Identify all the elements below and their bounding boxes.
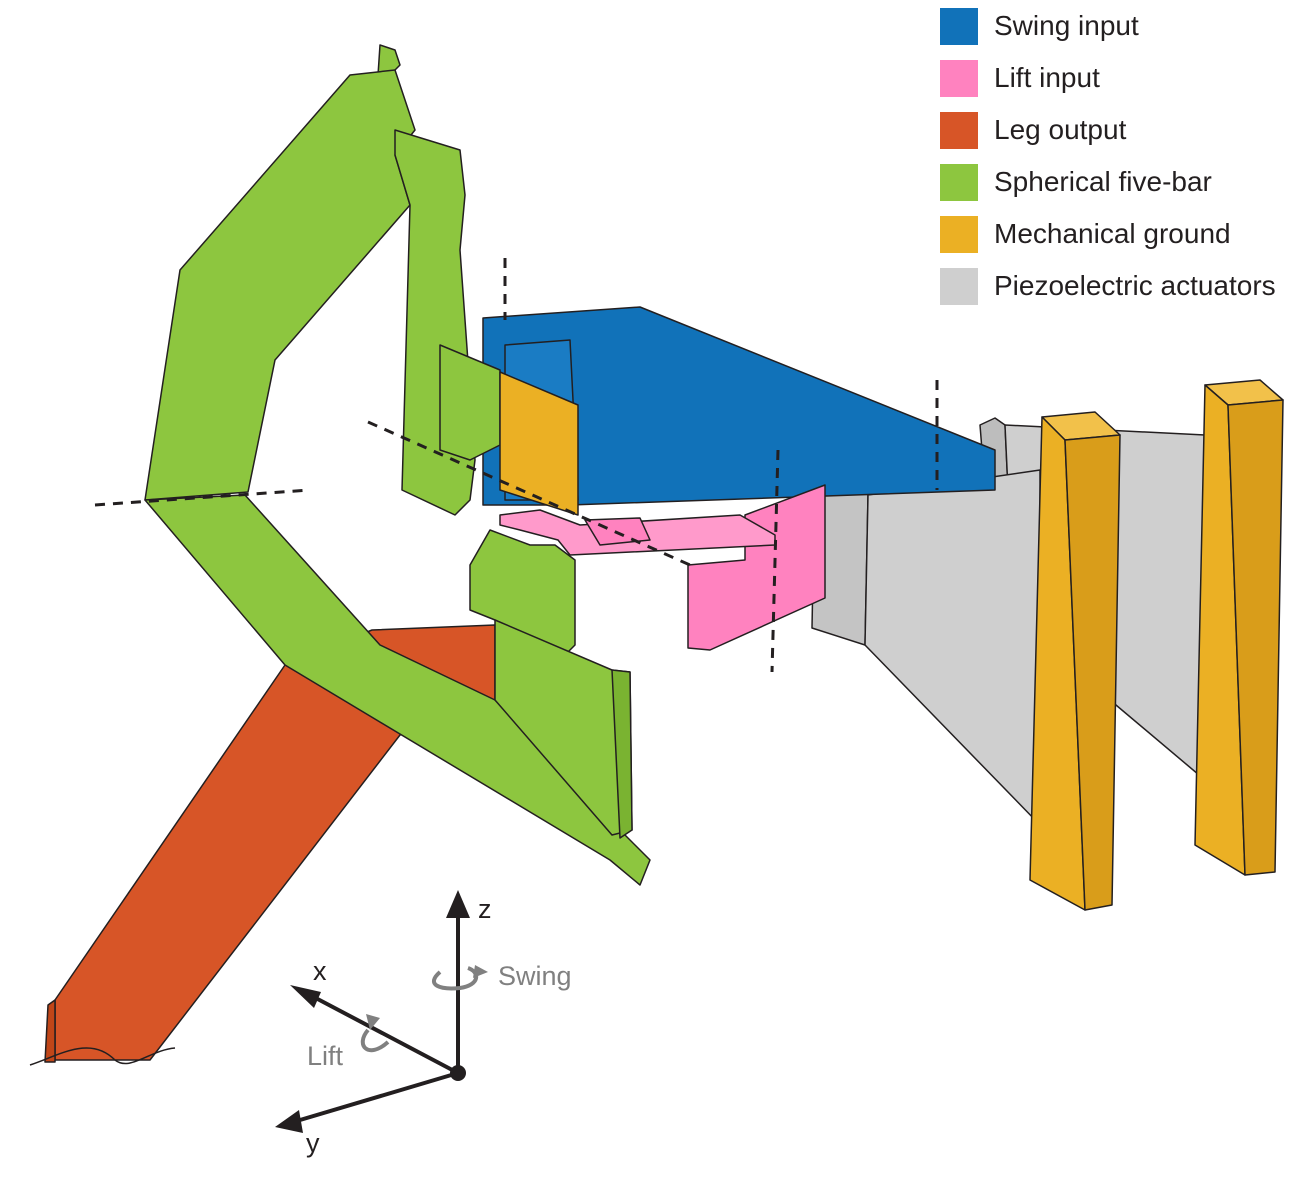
lift-input-link — [499, 484, 826, 651]
legend-label: Spherical five-bar — [994, 166, 1212, 197]
lift-rotation-label: Lift — [307, 1041, 344, 1071]
legend-swatch — [940, 164, 978, 201]
legend-label: Lift input — [994, 62, 1100, 93]
center-ground-plate — [499, 371, 579, 516]
legend-label: Piezoelectric actuators — [994, 270, 1276, 301]
legend-label: Leg output — [994, 114, 1127, 145]
legend-swatch — [940, 216, 978, 253]
legend-item-piezoelectric-actuators: Piezoelectric actuators — [940, 266, 1307, 318]
legend-swatch — [940, 8, 978, 45]
ground-post-rear — [1194, 379, 1284, 876]
legend-item-mechanical-ground: Mechanical ground — [940, 214, 1307, 266]
legend-swatch — [940, 268, 978, 305]
legend-swatch — [940, 60, 978, 97]
piezo-actuator-front — [811, 461, 1041, 826]
legend-item-spherical-five-bar: Spherical five-bar — [940, 162, 1307, 214]
x-axis-label: x — [313, 956, 327, 986]
legend-label: Swing input — [994, 10, 1139, 41]
legend-item-swing-input: Swing input — [940, 6, 1307, 58]
legend-label: Mechanical ground — [994, 218, 1231, 249]
legend: Swing input Lift input Leg output Spheri… — [940, 6, 1307, 318]
joint-axes — [94, 258, 939, 673]
ground-post-front — [1029, 411, 1121, 911]
legend-item-lift-input: Lift input — [940, 58, 1307, 110]
swing-arrow-head — [473, 965, 488, 978]
y-axis-label: y — [306, 1128, 320, 1158]
legend-swatch — [940, 112, 978, 149]
coordinate-frame — [275, 890, 470, 1133]
z-axis-label: z — [478, 894, 492, 924]
spherical-five-bar — [144, 44, 651, 886]
legend-item-leg-output: Leg output — [940, 110, 1307, 162]
swing-rotation-label: Swing — [498, 961, 572, 991]
lift-arrow-head — [366, 1014, 380, 1030]
